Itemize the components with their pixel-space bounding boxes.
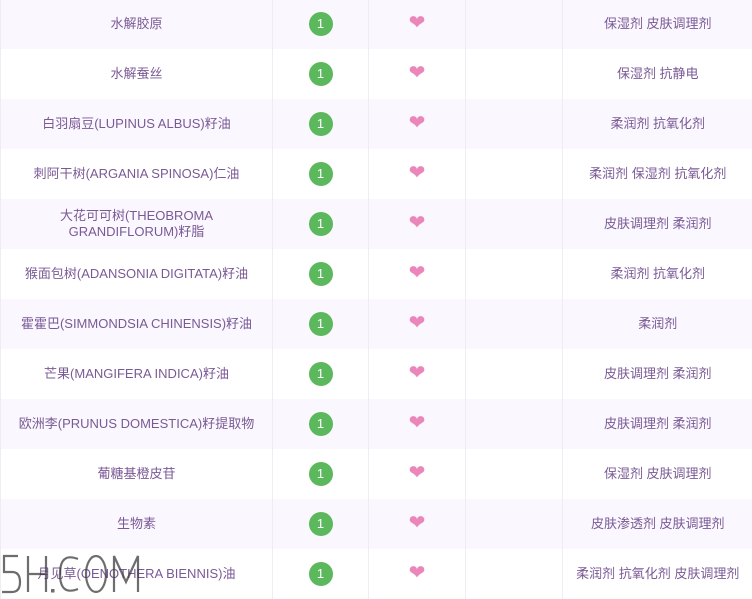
table-row: 大花可可树(THEOBROMA GRANDIFLORUM)籽脂 1 ❤ 皮肤调理… xyxy=(1,199,752,249)
function-text: 柔润剂 抗氧化剂 皮肤调理剂 xyxy=(563,549,752,599)
table-row: 刺阿干树(ARGANIA SPINOSA)仁油 1 ❤ 柔润剂 保湿剂 抗氧化剂 xyxy=(1,149,752,199)
safety-score-badge: 1 xyxy=(309,462,333,486)
table-row: 水解胶原 1 ❤ 保湿剂 皮肤调理剂 xyxy=(1,0,752,49)
safety-score-badge: 1 xyxy=(309,562,333,586)
function-text: 柔润剂 抗氧化剂 xyxy=(563,249,752,299)
heart-icon: ❤ xyxy=(409,462,426,484)
safety-score-cell: 1 xyxy=(273,549,369,599)
table-row: 霍霍巴(SIMMONDSIA CHINENSIS)籽油 1 ❤ 柔润剂 xyxy=(1,299,752,349)
safety-score-badge: 1 xyxy=(309,362,333,386)
empty-cell xyxy=(466,0,563,49)
heart-icon: ❤ xyxy=(409,212,426,234)
ingredient-name: 刺阿干树(ARGANIA SPINOSA)仁油 xyxy=(1,149,273,199)
safety-score-badge: 1 xyxy=(309,312,333,336)
empty-cell xyxy=(466,249,563,299)
safety-score-badge: 1 xyxy=(309,412,333,436)
empty-cell xyxy=(466,499,563,549)
function-text: 皮肤调理剂 柔润剂 xyxy=(563,399,752,449)
heart-cell: ❤ xyxy=(369,149,466,199)
table-row: 月见草(OENOTHERA BIENNIS)油 1 ❤ 柔润剂 抗氧化剂 皮肤调… xyxy=(1,549,752,599)
ingredient-name: 霍霍巴(SIMMONDSIA CHINENSIS)籽油 xyxy=(1,299,273,349)
heart-cell: ❤ xyxy=(369,449,466,499)
empty-cell xyxy=(466,49,563,99)
ingredient-name: 葡糖基橙皮苷 xyxy=(1,449,273,499)
function-text: 皮肤调理剂 柔润剂 xyxy=(563,199,752,249)
safety-score-cell: 1 xyxy=(273,0,369,49)
empty-cell xyxy=(466,549,563,599)
ingredient-name: 白羽扇豆(LUPINUS ALBUS)籽油 xyxy=(1,99,273,149)
ingredient-name: 大花可可树(THEOBROMA GRANDIFLORUM)籽脂 xyxy=(1,199,273,249)
heart-cell: ❤ xyxy=(369,199,466,249)
safety-score-badge: 1 xyxy=(309,262,333,286)
safety-score-cell: 1 xyxy=(273,249,369,299)
ingredient-name: 芒果(MANGIFERA INDICA)籽油 xyxy=(1,349,273,399)
empty-cell xyxy=(466,149,563,199)
safety-score-cell: 1 xyxy=(273,99,369,149)
function-text: 保湿剂 皮肤调理剂 xyxy=(563,449,752,499)
heart-icon: ❤ xyxy=(409,112,426,134)
ingredient-name: 月见草(OENOTHERA BIENNIS)油 xyxy=(1,549,273,599)
heart-icon: ❤ xyxy=(409,362,426,384)
function-text: 保湿剂 皮肤调理剂 xyxy=(563,0,752,49)
table-row: 白羽扇豆(LUPINUS ALBUS)籽油 1 ❤ 柔润剂 抗氧化剂 xyxy=(1,99,752,149)
safety-score-cell: 1 xyxy=(273,199,369,249)
heart-icon: ❤ xyxy=(409,412,426,434)
empty-cell xyxy=(466,299,563,349)
empty-cell xyxy=(466,399,563,449)
table-row: 欧洲李(PRUNUS DOMESTICA)籽提取物 1 ❤ 皮肤调理剂 柔润剂 xyxy=(1,399,752,449)
function-text: 柔润剂 保湿剂 抗氧化剂 xyxy=(563,149,752,199)
function-text: 柔润剂 抗氧化剂 xyxy=(563,99,752,149)
empty-cell xyxy=(466,449,563,499)
heart-icon: ❤ xyxy=(409,12,426,34)
table-row: 水解蚕丝 1 ❤ 保湿剂 抗静电 xyxy=(1,49,752,99)
ingredient-name: 欧洲李(PRUNUS DOMESTICA)籽提取物 xyxy=(1,399,273,449)
safety-score-cell: 1 xyxy=(273,49,369,99)
function-text: 柔润剂 xyxy=(563,299,752,349)
ingredient-name: 猴面包树(ADANSONIA DIGITATA)籽油 xyxy=(1,249,273,299)
safety-score-badge: 1 xyxy=(309,212,333,236)
function-text: 皮肤渗透剂 皮肤调理剂 xyxy=(563,499,752,549)
table-row: 葡糖基橙皮苷 1 ❤ 保湿剂 皮肤调理剂 xyxy=(1,449,752,499)
heart-cell: ❤ xyxy=(369,399,466,449)
heart-cell: ❤ xyxy=(369,549,466,599)
heart-icon: ❤ xyxy=(409,312,426,334)
safety-score-cell: 1 xyxy=(273,149,369,199)
heart-cell: ❤ xyxy=(369,299,466,349)
safety-score-cell: 1 xyxy=(273,399,369,449)
heart-icon: ❤ xyxy=(409,62,426,84)
safety-score-badge: 1 xyxy=(309,112,333,136)
safety-score-badge: 1 xyxy=(309,512,333,536)
heart-icon: ❤ xyxy=(409,262,426,284)
ingredient-name: 水解胶原 xyxy=(1,0,273,49)
heart-cell: ❤ xyxy=(369,249,466,299)
heart-cell: ❤ xyxy=(369,0,466,49)
safety-score-cell: 1 xyxy=(273,299,369,349)
ingredient-name: 水解蚕丝 xyxy=(1,49,273,99)
heart-icon: ❤ xyxy=(409,512,426,534)
safety-score-cell: 1 xyxy=(273,349,369,399)
heart-icon: ❤ xyxy=(409,162,426,184)
empty-cell xyxy=(466,349,563,399)
safety-score-cell: 1 xyxy=(273,449,369,499)
heart-cell: ❤ xyxy=(369,349,466,399)
function-text: 保湿剂 抗静电 xyxy=(563,49,752,99)
safety-score-cell: 1 xyxy=(273,499,369,549)
table-row: 猴面包树(ADANSONIA DIGITATA)籽油 1 ❤ 柔润剂 抗氧化剂 xyxy=(1,249,752,299)
heart-cell: ❤ xyxy=(369,49,466,99)
function-text: 皮肤调理剂 柔润剂 xyxy=(563,349,752,399)
empty-cell xyxy=(466,99,563,149)
table-row: 生物素 1 ❤ 皮肤渗透剂 皮肤调理剂 xyxy=(1,499,752,549)
heart-cell: ❤ xyxy=(369,99,466,149)
ingredient-name: 生物素 xyxy=(1,499,273,549)
heart-icon: ❤ xyxy=(409,562,426,584)
safety-score-badge: 1 xyxy=(309,162,333,186)
table-row: 芒果(MANGIFERA INDICA)籽油 1 ❤ 皮肤调理剂 柔润剂 xyxy=(1,349,752,399)
safety-score-badge: 1 xyxy=(309,62,333,86)
empty-cell xyxy=(466,199,563,249)
heart-cell: ❤ xyxy=(369,499,466,549)
safety-score-badge: 1 xyxy=(309,12,333,36)
